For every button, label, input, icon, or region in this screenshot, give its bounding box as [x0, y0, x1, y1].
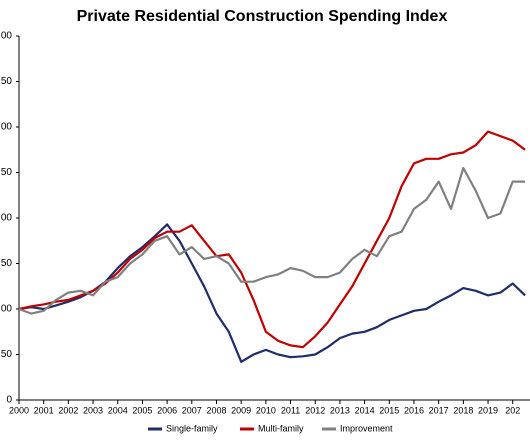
- y-tick-label: 00: [1, 304, 13, 315]
- chart-title: Private Residential Construction Spendin…: [77, 8, 448, 25]
- x-tick-label: 2013: [330, 405, 350, 415]
- x-tick-label: 2018: [453, 405, 473, 415]
- legend-label: Improvement: [340, 423, 393, 433]
- series-line: [18, 130, 526, 349]
- x-tick-label: 2001: [34, 405, 54, 415]
- x-tick-label: 2016: [404, 405, 424, 415]
- legend-label: Multi-family: [258, 423, 304, 433]
- x-tick-label: 2004: [108, 405, 128, 415]
- y-tick-label: 0: [6, 395, 12, 406]
- x-tick-label: 2008: [206, 405, 226, 415]
- x-tick-label: 2003: [83, 405, 103, 415]
- x-tick-label: 2009: [231, 405, 251, 415]
- y-tick-label: 00: [1, 31, 13, 42]
- x-tick-label: 2017: [429, 405, 449, 415]
- legend-label: Single-family: [166, 423, 218, 433]
- y-tick-label: 50: [1, 167, 13, 178]
- x-tick-label: 2010: [256, 405, 276, 415]
- y-tick-label: 50: [1, 76, 13, 87]
- x-tick-label: 2002: [58, 405, 78, 415]
- x-tick-label: 2015: [379, 405, 399, 415]
- x-tick-label: 2000: [9, 405, 29, 415]
- x-tick-label: 2006: [157, 405, 177, 415]
- y-tick-label: 00: [1, 122, 13, 133]
- x-tick-label: 2007: [182, 405, 202, 415]
- x-tick-label: 2014: [355, 405, 375, 415]
- y-tick-label: 00: [1, 213, 13, 224]
- y-tick-label: 50: [1, 258, 13, 269]
- x-tick-label: 2019: [478, 405, 498, 415]
- x-tick-label: 202: [505, 405, 520, 415]
- y-tick-label: 50: [1, 349, 13, 360]
- series-line: [18, 166, 526, 315]
- x-tick-label: 2005: [132, 405, 152, 415]
- x-tick-label: 2012: [305, 405, 325, 415]
- x-tick-label: 2011: [281, 405, 300, 415]
